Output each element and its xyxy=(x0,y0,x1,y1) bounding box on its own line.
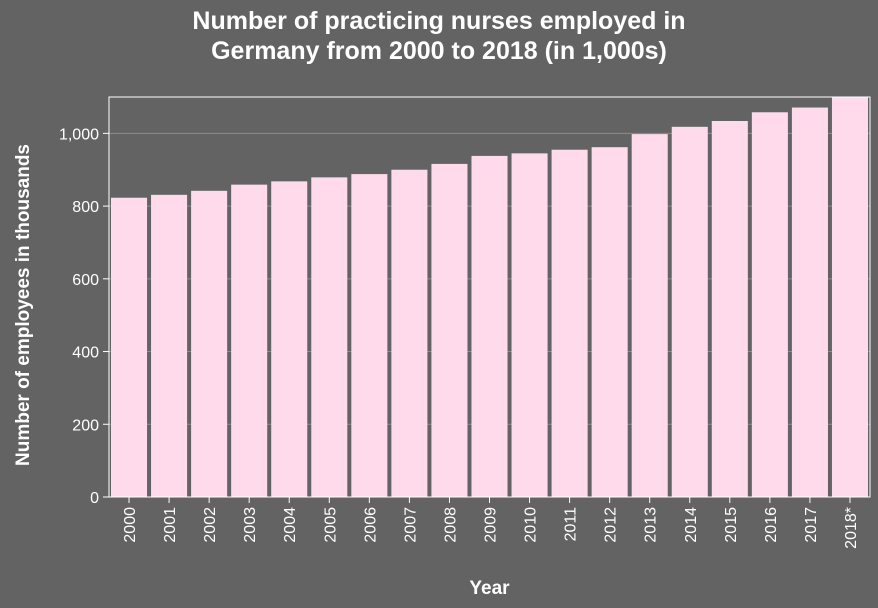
chart-title: Number of practicing nurses employed in … xyxy=(0,6,878,66)
x-tick-label: 2013 xyxy=(643,507,660,543)
bar xyxy=(191,190,228,497)
bar xyxy=(511,153,548,497)
y-tick-label: 600 xyxy=(72,272,99,289)
x-tick-label: 2003 xyxy=(242,507,259,543)
x-tick-label: 2014 xyxy=(683,507,700,543)
x-tick-label: 2017 xyxy=(803,507,820,543)
x-tick-label: 2010 xyxy=(523,507,540,543)
bar xyxy=(231,184,268,498)
y-tick-label: 0 xyxy=(90,490,99,507)
bar xyxy=(791,107,828,497)
x-tick-label: 2000 xyxy=(122,507,139,543)
x-tick-label: 2018* xyxy=(843,507,860,549)
x-tick-label: 2005 xyxy=(322,507,339,543)
bar xyxy=(431,163,468,497)
bar xyxy=(711,121,748,497)
x-tick-label: 2011 xyxy=(563,507,580,542)
x-tick-label: 2009 xyxy=(483,507,500,543)
bar xyxy=(311,177,348,497)
x-tick-label: 2008 xyxy=(442,507,459,543)
bar xyxy=(831,97,868,497)
x-tick-label: 2015 xyxy=(723,507,740,543)
y-tick-label: 800 xyxy=(72,199,99,216)
x-tick-label: 2007 xyxy=(402,507,419,543)
bars xyxy=(111,97,868,498)
y-tick-label: 1,000 xyxy=(59,126,99,143)
chart-title-line-1: Number of practicing nurses employed in xyxy=(192,7,686,35)
x-axis-title: Year xyxy=(469,578,510,599)
x-tick-label: 2004 xyxy=(282,507,299,543)
bar xyxy=(471,155,508,497)
bar xyxy=(751,112,788,497)
y-tick-label: 400 xyxy=(72,345,99,362)
chart-title-line-2: Germany from 2000 to 2018 (in 1,000s) xyxy=(211,37,667,65)
x-tick-label: 2012 xyxy=(603,507,620,543)
x-tick-label: 2001 xyxy=(162,507,179,543)
bar xyxy=(391,169,428,497)
bar xyxy=(111,197,148,497)
x-tick-label: 2006 xyxy=(362,507,379,543)
bar xyxy=(351,174,388,497)
bar xyxy=(631,134,668,497)
y-tick-label: 200 xyxy=(72,417,99,434)
bar xyxy=(671,126,708,498)
bar xyxy=(551,149,588,497)
y-axis-title: Number of employees in thousands xyxy=(13,144,34,466)
x-axis-ticks: 2000 2001 2002 2003 2004 2005 2006 2007 2008 2009… xyxy=(122,497,860,549)
bar xyxy=(151,194,188,497)
x-tick-label: 2002 xyxy=(202,507,219,543)
bar xyxy=(271,181,308,497)
bar xyxy=(591,147,628,497)
x-tick-label: 2016 xyxy=(763,507,780,543)
y-axis-ticks: 0 200 400 600 800 1,000 xyxy=(59,126,109,507)
